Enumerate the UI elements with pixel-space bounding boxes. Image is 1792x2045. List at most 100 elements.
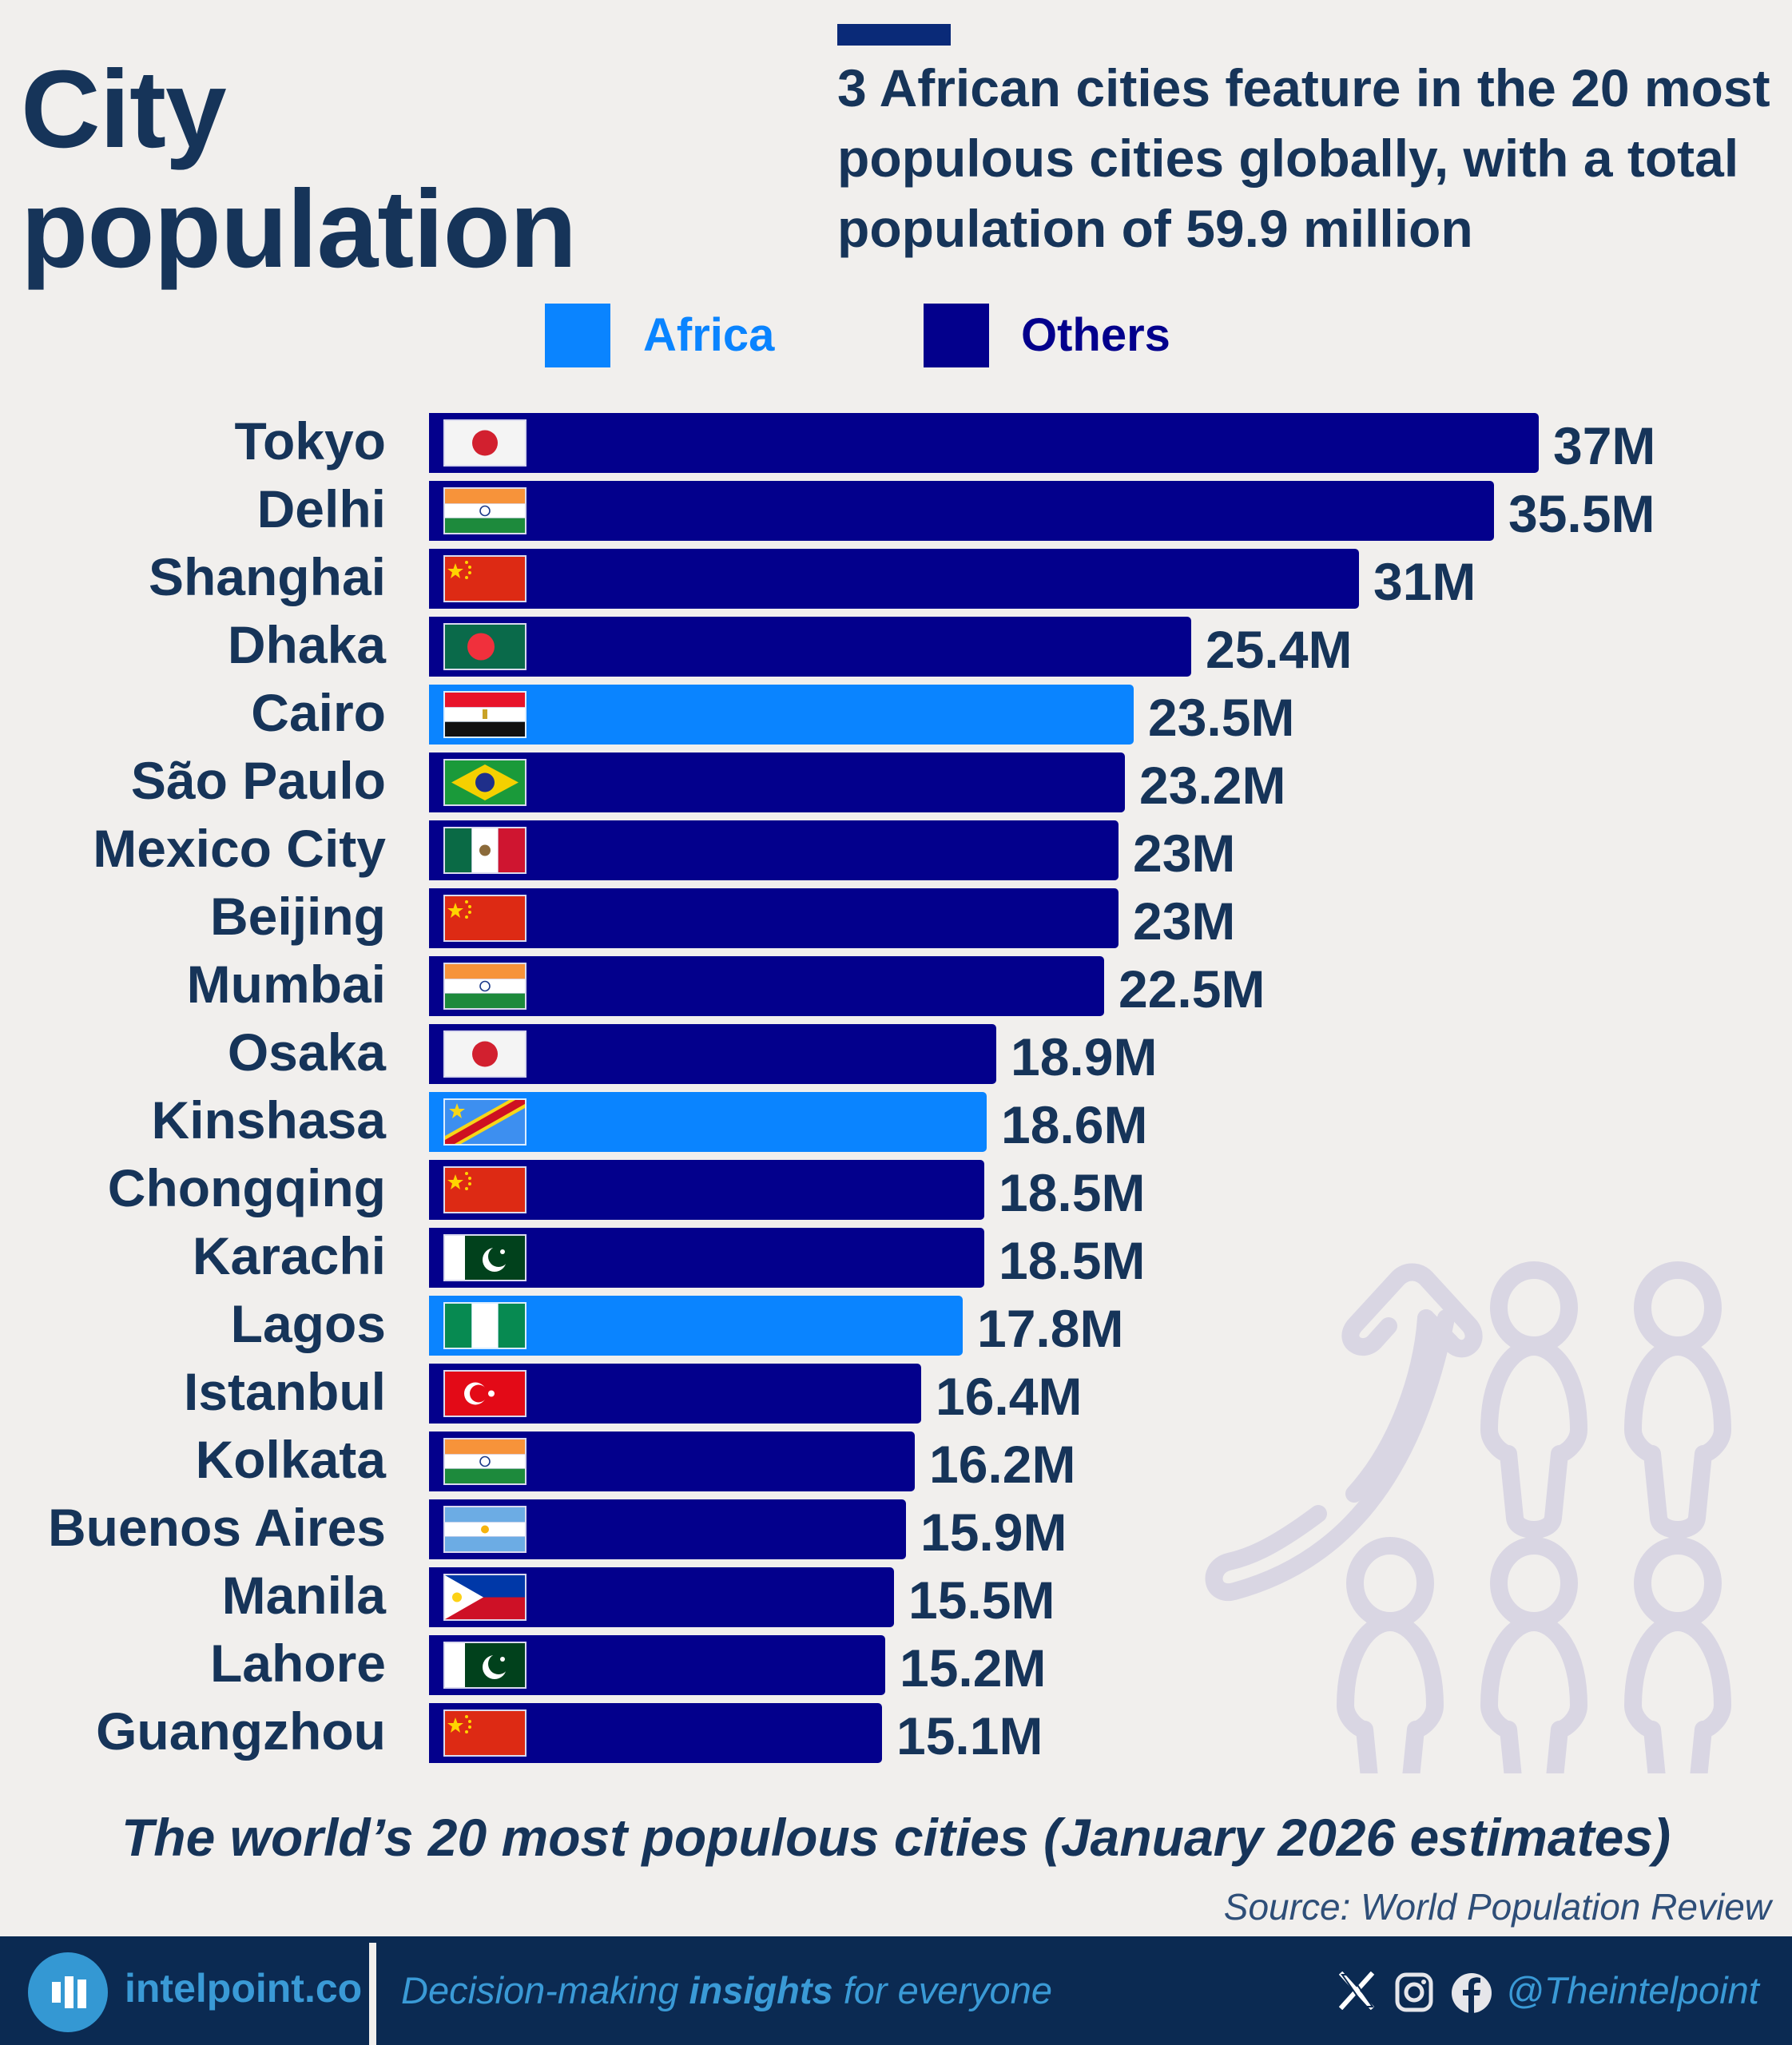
source-note: Source: World Population Review	[1223, 1886, 1771, 1928]
city-label: São Paulo	[130, 751, 386, 810]
value-label: 31M	[1373, 552, 1476, 611]
bar-shanghai	[429, 549, 1359, 609]
china-flag-icon	[445, 557, 525, 601]
instagram-icon[interactable]	[1395, 1972, 1433, 2013]
india-flag-icon	[445, 1439, 525, 1483]
bar-kolkata	[429, 1432, 915, 1491]
japan-flag-icon	[445, 1032, 525, 1076]
bar-cairo	[429, 685, 1134, 745]
city-label: Cairo	[251, 683, 386, 742]
bar-beijing	[429, 888, 1119, 948]
philippines-flag-icon	[445, 1575, 525, 1619]
headline: 3 African cities feature in the 20 most …	[837, 58, 1770, 258]
legend-swatch-others	[924, 304, 989, 367]
bar-buenos-aires	[429, 1499, 906, 1559]
bar-delhi	[429, 481, 1494, 541]
value-label: 18.9M	[1011, 1027, 1158, 1086]
city-label: Dhaka	[227, 615, 386, 674]
legend-label-africa: Africa	[643, 309, 775, 361]
tagline-pre: Decision-making	[401, 1969, 689, 2011]
value-label: 23.5M	[1148, 688, 1295, 747]
bangladesh-flag-icon	[445, 625, 525, 669]
city-label: Shanghai	[148, 547, 386, 606]
china-flag-icon	[445, 1711, 525, 1755]
nigeria-flag-icon	[445, 1304, 525, 1348]
value-label: 37M	[1553, 416, 1656, 475]
pakistan-flag-icon	[445, 1643, 525, 1687]
value-label: 16.4M	[936, 1367, 1083, 1426]
bar-lahore	[429, 1635, 885, 1695]
value-label: 35.5M	[1508, 484, 1655, 543]
city-label: Lagos	[230, 1294, 386, 1353]
brazil-flag-icon	[445, 760, 525, 804]
person-icon	[1480, 1261, 1587, 1539]
tagline: Decision-making insights for everyone	[401, 1968, 1052, 2012]
person-icon	[1624, 1261, 1731, 1539]
city-label: Osaka	[227, 1022, 386, 1082]
city-label: Kinshasa	[151, 1090, 386, 1150]
intelpoint-logo-icon[interactable]	[28, 1952, 108, 2032]
turkey-flag-icon	[445, 1372, 525, 1416]
person-icon	[1337, 1537, 1444, 1773]
value-label: 15.5M	[908, 1570, 1055, 1630]
chart-caption: The world’s 20 most populous cities (Jan…	[121, 1808, 1671, 1867]
city-label: Buenos Aires	[47, 1498, 386, 1557]
city-label: Delhi	[256, 479, 386, 538]
value-label: 22.5M	[1119, 959, 1266, 1019]
value-label: 18.6M	[1001, 1095, 1148, 1154]
bar-istanbul	[429, 1364, 921, 1424]
person-icon	[1480, 1537, 1587, 1773]
bar-mumbai	[429, 956, 1104, 1016]
bar-dhaka	[429, 617, 1191, 677]
china-flag-icon	[445, 1168, 525, 1212]
city-label: Kolkata	[195, 1430, 386, 1489]
bar-manila	[429, 1567, 894, 1627]
tagline-bold: insights	[689, 1969, 833, 2011]
pakistan-flag-icon	[445, 1236, 525, 1280]
city-label: Lahore	[209, 1634, 386, 1693]
social-handle[interactable]: @Theintelpoint	[1506, 1969, 1759, 2011]
value-label: 16.2M	[929, 1435, 1076, 1494]
brand-link[interactable]: intelpoint.co	[125, 1966, 363, 2011]
facebook-icon[interactable]	[1451, 1972, 1492, 2015]
value-label: 18.5M	[999, 1231, 1146, 1290]
india-flag-icon	[445, 964, 525, 1008]
bar-kinshasa	[429, 1092, 987, 1152]
bar-guangzhou	[429, 1703, 882, 1763]
bar-s-o-paulo	[429, 752, 1125, 812]
japan-flag-icon	[445, 421, 525, 465]
city-label: Guangzhou	[96, 1702, 386, 1761]
value-label: 18.5M	[999, 1163, 1146, 1222]
dr-congo-flag-icon	[445, 1100, 525, 1144]
city-label: Mumbai	[186, 955, 386, 1014]
city-label: Manila	[221, 1566, 386, 1625]
tagline-post: for everyone	[832, 1969, 1052, 2011]
city-label: Istanbul	[183, 1362, 386, 1421]
egypt-flag-icon	[445, 693, 525, 737]
city-label: Beijing	[209, 887, 386, 946]
page-title: City population	[21, 48, 577, 291]
title-line-1: City	[21, 48, 227, 171]
value-label: 23.2M	[1139, 756, 1286, 815]
value-label: 23M	[1133, 891, 1236, 951]
legend-swatch-africa	[545, 304, 610, 367]
city-label: Mexico City	[93, 819, 386, 878]
value-label: 15.2M	[900, 1638, 1047, 1698]
population-growth-illustration-icon	[1205, 1261, 1731, 1773]
title-line-2: population	[21, 168, 577, 291]
value-label: 15.1M	[896, 1706, 1043, 1765]
bar-mexico-city	[429, 820, 1119, 880]
x-icon[interactable]	[1339, 1972, 1376, 2010]
footer: intelpoint.co Decision-making insights f…	[0, 1936, 1792, 2045]
city-label: Tokyo	[234, 411, 386, 471]
value-label: 25.4M	[1206, 620, 1353, 679]
headline-accent-bar	[837, 24, 951, 46]
city-label: Karachi	[192, 1226, 386, 1285]
bar-karachi	[429, 1228, 984, 1288]
value-label: 17.8M	[977, 1299, 1124, 1358]
person-icon	[1624, 1537, 1731, 1773]
bar-lagos	[429, 1296, 963, 1356]
china-flag-icon	[445, 896, 525, 940]
footer-divider	[369, 1943, 376, 2045]
bar-tokyo	[429, 413, 1539, 473]
